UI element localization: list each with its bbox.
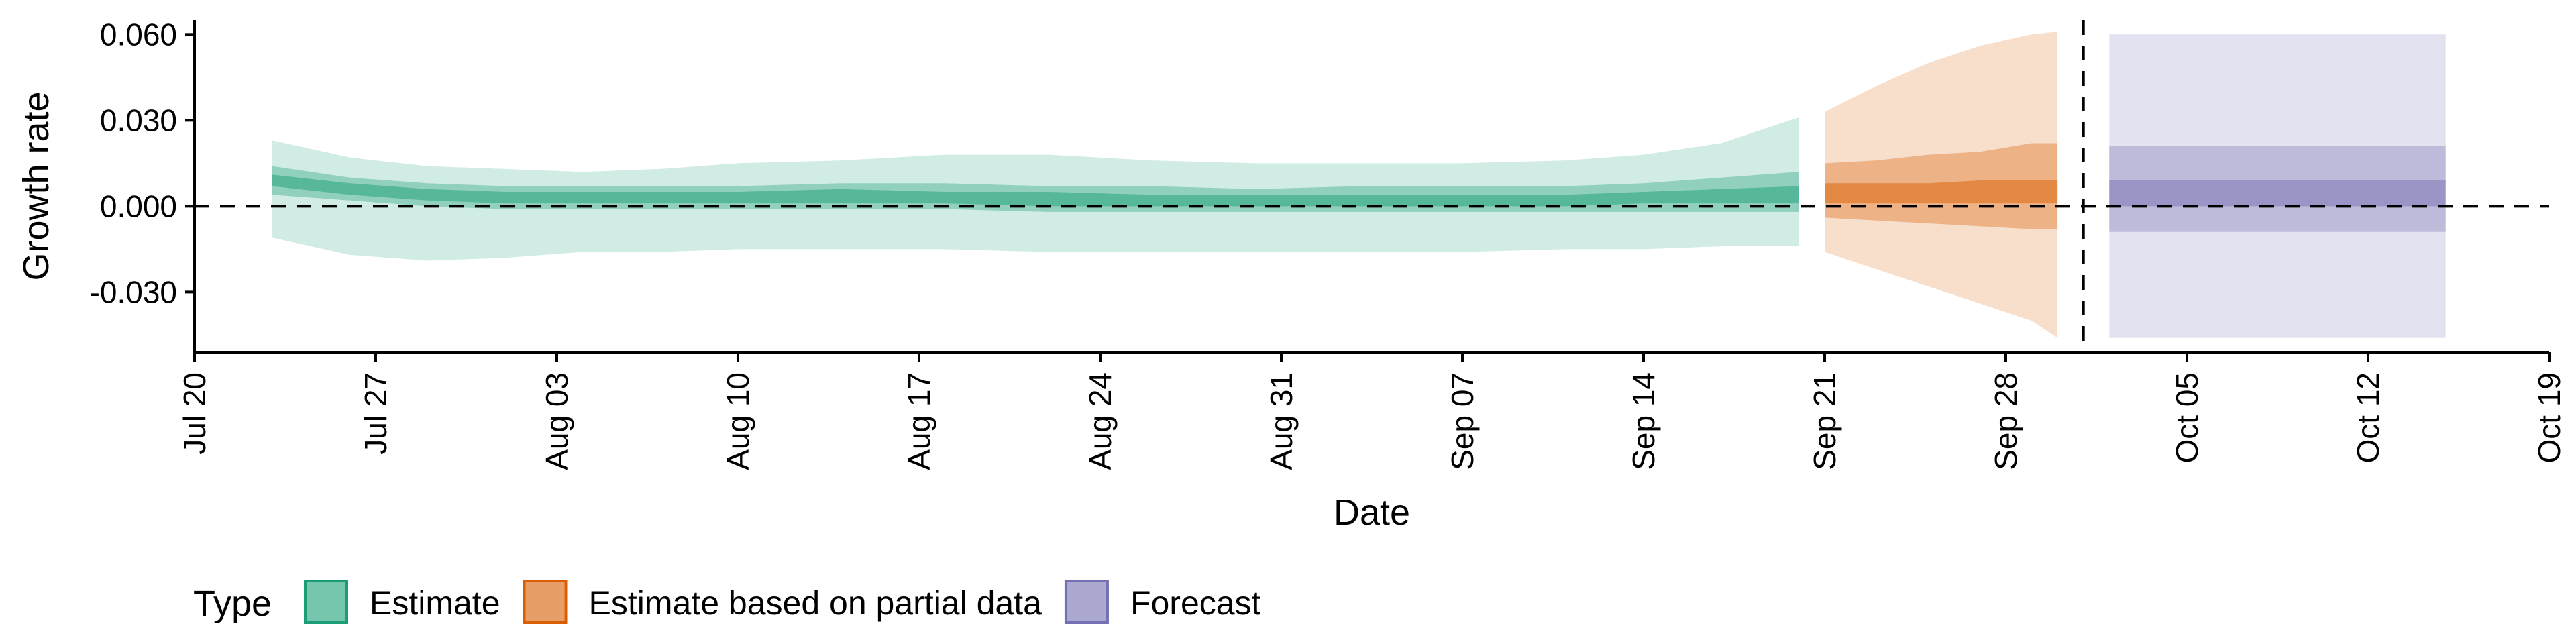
legend-label-estimate: Estimate [370, 584, 500, 622]
estimate-core-band [272, 174, 1799, 207]
y-tick-label: -0.030 [90, 274, 177, 309]
x-tick-label: Aug 10 [720, 372, 755, 470]
x-tick-label: Jul 20 [177, 372, 212, 455]
legend-title: Type [193, 584, 272, 624]
y-tick-label: 0.030 [100, 103, 177, 138]
x-tick-label: Jul 27 [358, 372, 393, 455]
x-tick-label: Sep 21 [1807, 372, 1842, 470]
x-tick-label: Oct 12 [2351, 372, 2385, 464]
y-tick-label: 0.000 [100, 189, 177, 223]
x-tick-label: Sep 14 [1626, 372, 1661, 470]
x-tick-label: Aug 24 [1083, 372, 1118, 470]
y-tick-label: 0.060 [100, 17, 177, 52]
legend-label-estimate-based-on-partial-data: Estimate based on partial data [589, 584, 1042, 622]
legend-label-forecast: Forecast [1130, 584, 1261, 622]
band-layer [272, 32, 2446, 338]
legend-swatch-estimate-based-on-partial-data [523, 580, 568, 624]
y-axis-title: Growth rate [16, 91, 56, 280]
legend: Type Estimate Estimate based on partial d… [193, 580, 1261, 624]
x-tick-label: Oct 19 [2532, 372, 2567, 464]
x-axis-title: Date [1334, 492, 1410, 533]
forecast-core-band [2109, 180, 2446, 207]
x-axis-ticks: Jul 20 Jul 27 Aug 03 Aug 10 Aug 17 Aug 24 Aug … [177, 352, 2567, 470]
x-tick-label: Sep 28 [1988, 372, 2023, 470]
legend-swatch-forecast [1064, 580, 1109, 624]
legend-swatch-estimate [304, 580, 348, 624]
x-tick-label: Sep 07 [1445, 372, 1480, 470]
estimate-outer-band [272, 117, 1799, 261]
estimate-based-on-partial-data-core-band [1825, 180, 2058, 204]
x-tick-label: Oct 05 [2169, 372, 2204, 464]
x-tick-label: Aug 03 [539, 372, 574, 470]
y-axis-ticks: 0.060 0.030 0.000 -0.030 [90, 17, 195, 309]
x-tick-label: Aug 17 [902, 372, 936, 470]
x-tick-label: Aug 31 [1264, 372, 1299, 470]
